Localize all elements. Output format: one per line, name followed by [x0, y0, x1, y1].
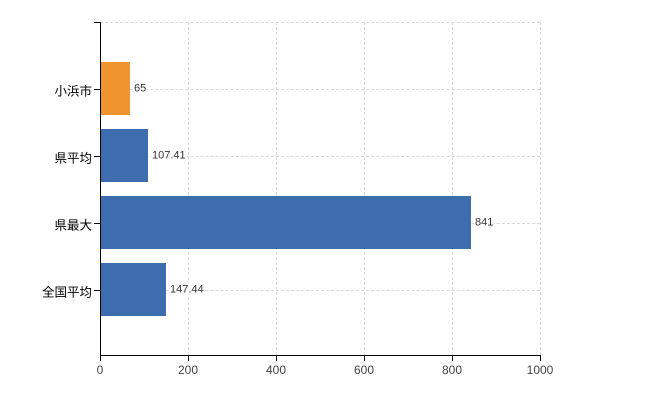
x-tick-800 [452, 355, 453, 361]
gridline-v-1000 [540, 22, 541, 355]
gridline-v-400 [276, 22, 277, 355]
y-axis-top-tick [94, 22, 100, 23]
bar-1 [101, 129, 148, 182]
bar-value-label-1: 107.41 [151, 149, 187, 162]
x-tick-200 [188, 355, 189, 361]
bar-value-label-3: 147.44 [169, 283, 205, 296]
x-tick-label-800: 800 [441, 363, 463, 377]
x-tick-label-0: 0 [96, 363, 104, 377]
x-tick-label-400: 400 [265, 363, 287, 377]
x-tick-400 [276, 355, 277, 361]
x-tick-0 [100, 355, 101, 361]
bar-3 [101, 263, 166, 316]
x-tick-label-1000: 1000 [526, 363, 554, 377]
y-tick-0 [94, 88, 100, 90]
gridline-h-1 [100, 155, 540, 157]
gridline-h-0 [100, 88, 540, 90]
category-label-0: 小浜市 [54, 84, 92, 98]
gridline-v-600 [364, 22, 365, 355]
x-tick-1000 [540, 355, 541, 361]
gridline-v-800 [452, 22, 453, 355]
gridline-v-200 [188, 22, 189, 355]
bar-value-label-0: 65 [133, 82, 148, 95]
y-tick-1 [94, 155, 100, 157]
category-label-2: 県最大 [54, 218, 92, 232]
x-tick-label-600: 600 [353, 363, 375, 377]
x-tick-label-200: 200 [177, 363, 199, 377]
x-tick-600 [364, 355, 365, 361]
bar-0 [101, 62, 130, 115]
gridline-h-3 [100, 289, 540, 291]
y-axis-line [100, 22, 101, 355]
plot-top-border [100, 22, 540, 23]
category-label-3: 全国平均 [41, 285, 92, 299]
y-tick-2 [94, 222, 100, 224]
bar-value-label-2: 841 [474, 216, 495, 229]
y-tick-3 [94, 289, 100, 291]
category-label-1: 県平均 [54, 151, 92, 165]
x-axis-line [100, 355, 541, 356]
bar-2 [101, 196, 471, 249]
